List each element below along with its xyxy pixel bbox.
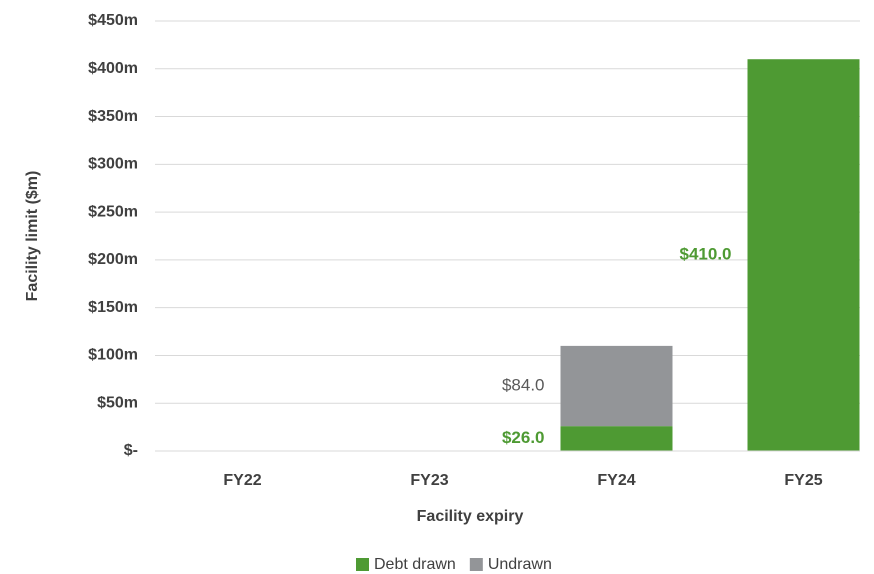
- y-axis-title: Facility limit ($m): [24, 171, 41, 302]
- y-tick-label: $400m: [88, 60, 138, 77]
- legend-swatch: [356, 558, 369, 571]
- x-tick-label: FY23: [410, 472, 448, 489]
- x-axis-title: Facility expiry: [417, 508, 524, 525]
- x-tick-label: FY24: [597, 472, 635, 489]
- data-label: $26.0: [502, 428, 545, 447]
- y-tick-label: $100m: [88, 347, 138, 364]
- x-tick-label: FY25: [784, 472, 822, 489]
- y-tick-label: $350m: [88, 108, 138, 125]
- y-tick-label: $-: [124, 442, 138, 459]
- y-tick-label: $200m: [88, 251, 138, 268]
- bar-segment: [560, 426, 673, 451]
- x-tick-label: FY22: [223, 472, 261, 489]
- y-tick-label: $250m: [88, 203, 138, 220]
- y-tick-label: $50m: [97, 394, 138, 411]
- y-tick-label: $150m: [88, 299, 138, 316]
- legend-label: Undrawn: [488, 556, 552, 573]
- data-label: $410.0: [680, 245, 732, 264]
- y-tick-label: $300m: [88, 156, 138, 173]
- bar-segment: [747, 59, 860, 451]
- legend-label: Debt drawn: [374, 556, 456, 573]
- legend-swatch: [469, 558, 483, 571]
- data-label: $84.0: [502, 376, 545, 395]
- y-tick-label: $450m: [88, 12, 138, 29]
- bar-segment: [560, 345, 673, 427]
